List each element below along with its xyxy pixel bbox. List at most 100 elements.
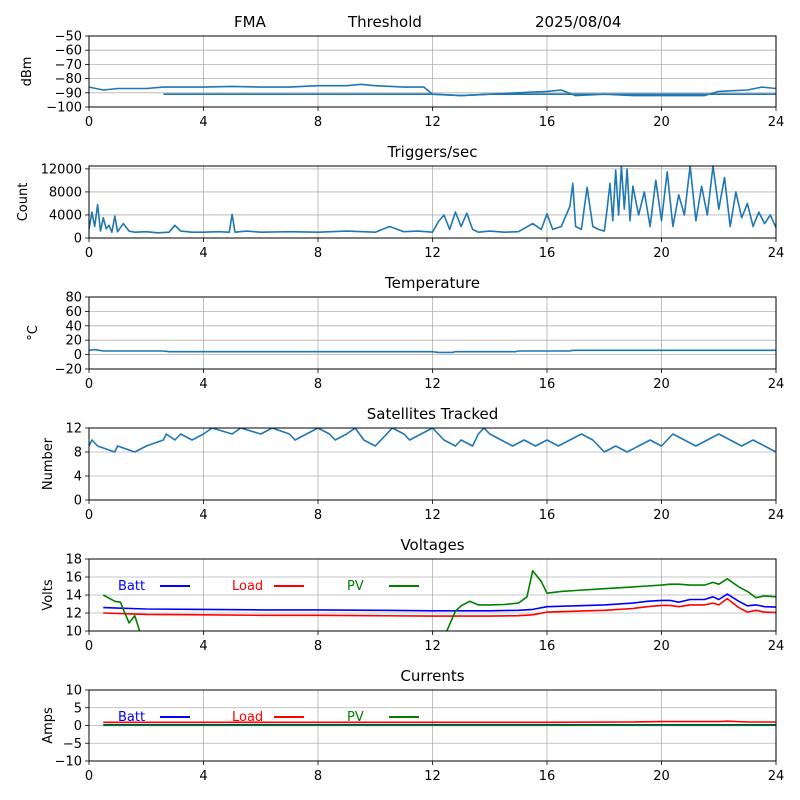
y-tick-label: −70 bbox=[55, 58, 82, 73]
y-axis-label: Number bbox=[41, 437, 56, 490]
series-line-batt bbox=[103, 593, 776, 612]
x-tick-label: 12 bbox=[424, 639, 441, 654]
x-tick-label: 0 bbox=[85, 115, 93, 130]
x-tick-label: 16 bbox=[539, 769, 556, 784]
x-tick-label: 12 bbox=[424, 508, 441, 523]
legend-label-pv: PV bbox=[347, 710, 364, 725]
header-station: FMA bbox=[234, 13, 267, 31]
x-tick-label: 16 bbox=[539, 377, 556, 392]
series-line-load bbox=[103, 597, 776, 617]
x-tick-label: 4 bbox=[199, 115, 207, 130]
y-tick-label: −80 bbox=[55, 72, 82, 87]
x-tick-label: 24 bbox=[768, 639, 785, 654]
x-tick-label: 12 bbox=[424, 769, 441, 784]
chart-title: Satellites Tracked bbox=[367, 405, 498, 423]
y-tick-label: 0 bbox=[74, 232, 82, 247]
x-tick-label: 24 bbox=[768, 115, 785, 130]
x-tick-label: 16 bbox=[539, 508, 556, 523]
legend-label-batt: Batt bbox=[118, 579, 145, 594]
series-line-1 bbox=[163, 93, 776, 97]
x-tick-label: 12 bbox=[424, 115, 441, 130]
x-tick-label: 8 bbox=[314, 769, 322, 784]
chart-panel-4: 0 4 8 12 16 20 24 10 12 14 16 18 Voltages Volts Batt Lo… bbox=[41, 536, 784, 654]
header-date: 2025/08/04 bbox=[535, 13, 621, 31]
x-tick-label: 12 bbox=[424, 377, 441, 392]
series-line-load bbox=[103, 720, 776, 724]
y-tick-label: 4 bbox=[74, 470, 82, 485]
y-tick-label: 0 bbox=[74, 719, 82, 734]
y-tick-label: 12 bbox=[65, 607, 82, 622]
y-tick-label: −20 bbox=[55, 363, 82, 378]
chart-panel-5: 0 4 8 12 16 20 24 −10 −5 0 5 10 Currents Amps Batt Load… bbox=[41, 667, 784, 784]
y-tick-label: 12 bbox=[65, 422, 82, 437]
x-tick-label: 20 bbox=[653, 377, 670, 392]
y-axis-label: Amps bbox=[41, 707, 56, 744]
y-tick-label: −90 bbox=[55, 86, 82, 101]
y-axis-label: Count bbox=[16, 183, 31, 222]
y-tick-label: 12000 bbox=[41, 162, 82, 177]
y-tick-label: 60 bbox=[65, 305, 82, 320]
series-group bbox=[103, 720, 776, 727]
x-tick-label: 24 bbox=[768, 508, 785, 523]
x-tick-label: 4 bbox=[199, 377, 207, 392]
x-tick-label: 8 bbox=[314, 115, 322, 130]
legend-label-load: Load bbox=[232, 579, 263, 594]
x-tick-label: 4 bbox=[199, 246, 207, 261]
series-group bbox=[89, 83, 776, 97]
y-axis-label: dBm bbox=[20, 57, 35, 87]
y-tick-label: 16 bbox=[65, 571, 82, 586]
y-tick-label: 20 bbox=[65, 334, 82, 349]
series-line-0 bbox=[89, 348, 776, 354]
x-tick-label: 0 bbox=[85, 246, 93, 261]
x-tick-label: 16 bbox=[539, 639, 556, 654]
x-tick-label: 24 bbox=[768, 246, 785, 261]
y-tick-label: 10 bbox=[65, 625, 82, 640]
y-tick-label: 8 bbox=[74, 446, 82, 461]
x-tick-label: 0 bbox=[85, 639, 93, 654]
y-tick-label: 10 bbox=[65, 684, 82, 699]
series-line-0 bbox=[89, 428, 776, 453]
chart-title: Temperature bbox=[384, 274, 480, 292]
chart-title: Voltages bbox=[400, 536, 464, 554]
series-group bbox=[102, 569, 776, 631]
x-tick-label: 24 bbox=[768, 377, 785, 392]
y-tick-label: −60 bbox=[55, 44, 82, 59]
chart-panel-0: 0 4 8 12 16 20 24 −100−90−80−70−60−50 dBm bbox=[20, 30, 784, 131]
y-tick-label: 0 bbox=[74, 348, 82, 363]
y-tick-label: 40 bbox=[65, 319, 82, 334]
x-tick-label: 0 bbox=[85, 769, 93, 784]
y-tick-label: 18 bbox=[65, 553, 82, 568]
y-tick-label: 80 bbox=[65, 291, 82, 306]
y-tick-label: 14 bbox=[65, 589, 82, 604]
chart-title: Triggers/sec bbox=[387, 143, 478, 161]
x-tick-label: 4 bbox=[199, 769, 207, 784]
y-tick-label: 8000 bbox=[49, 185, 82, 200]
y-tick-label: 4000 bbox=[49, 208, 82, 223]
x-tick-label: 20 bbox=[653, 639, 670, 654]
header-label: Threshold bbox=[347, 13, 422, 31]
x-tick-label: 20 bbox=[653, 115, 670, 130]
x-tick-label: 20 bbox=[653, 769, 670, 784]
x-tick-label: 24 bbox=[768, 769, 785, 784]
y-tick-label: −100 bbox=[46, 101, 82, 116]
y-tick-label: −50 bbox=[55, 30, 82, 45]
series-line-0 bbox=[89, 83, 776, 97]
chart-title: Currents bbox=[400, 667, 464, 685]
x-tick-label: 0 bbox=[85, 508, 93, 523]
y-tick-label: 5 bbox=[74, 701, 82, 716]
y-tick-label: 0 bbox=[74, 494, 82, 509]
series-group bbox=[89, 428, 776, 453]
x-tick-label: 12 bbox=[424, 246, 441, 261]
x-tick-label: 4 bbox=[199, 508, 207, 523]
x-tick-label: 8 bbox=[314, 639, 322, 654]
x-tick-label: 8 bbox=[314, 377, 322, 392]
y-tick-label: −10 bbox=[55, 755, 82, 770]
y-axis-label: °C bbox=[26, 325, 41, 341]
series-group bbox=[89, 166, 776, 234]
series-group bbox=[89, 348, 776, 354]
chart-panel-1: 0 4 8 12 16 20 24 0 4000 8000 12000 Triggers/sec Cou… bbox=[16, 143, 784, 261]
x-tick-label: 20 bbox=[653, 508, 670, 523]
x-tick-label: 0 bbox=[85, 377, 93, 392]
